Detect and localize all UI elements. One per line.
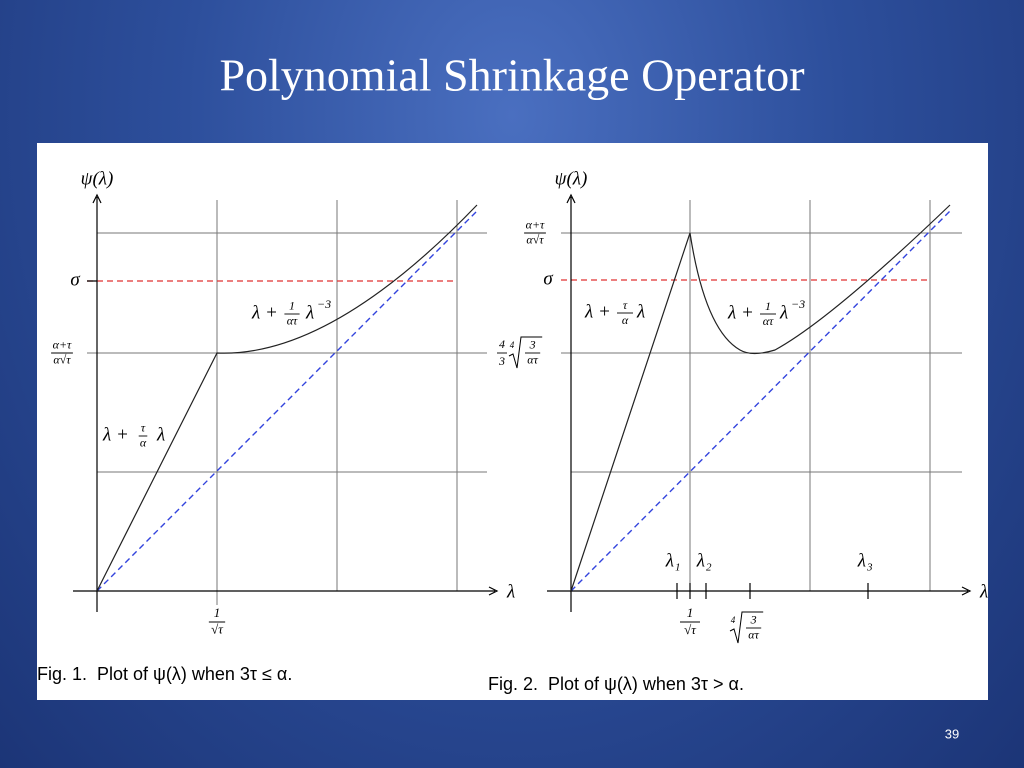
root-numerator: 3 (529, 338, 536, 352)
lambda-subscript: 2 (706, 562, 712, 574)
shrinkage-curve (570, 204, 951, 592)
coefficient-denominator: 3 (498, 354, 505, 368)
x-tick-label-denominator: √τ (211, 621, 224, 636)
figure-1 (73, 193, 499, 612)
label-tail: λ (305, 302, 314, 323)
root-index: 4 (510, 340, 515, 350)
label-fraction-numerator: τ (141, 421, 146, 435)
x-tick-label-numerator: 1 (214, 605, 221, 620)
lambda-label: λ (696, 550, 705, 571)
label-fraction-denominator: α (140, 436, 147, 450)
x-axis-label: λ (506, 581, 515, 602)
label-exponent: −3 (791, 297, 805, 311)
label-fraction-denominator: ατ (287, 314, 298, 328)
y-peak-label-denominator: α√τ (526, 233, 544, 247)
caption: Fig. 1. Plot of ψ(λ) when 3τ ≤ α. (37, 664, 292, 684)
label-fraction-numerator: 1 (289, 299, 295, 313)
y-level-label-denominator: α√τ (53, 353, 71, 367)
label-exponent: −3 (317, 297, 331, 311)
lambda-subscript: 1 (675, 562, 681, 574)
axes (73, 193, 499, 612)
label-numerator: 1 (765, 299, 771, 313)
label-numerator: τ (623, 298, 628, 312)
slide-number: 39 (945, 726, 959, 741)
coefficient-numerator: 4 (499, 337, 505, 351)
figure-panel (37, 143, 988, 700)
root-denominator: ατ (748, 628, 759, 642)
root-numerator: 3 (750, 613, 757, 627)
label-tail: λ (156, 424, 165, 445)
root-index: 4 (731, 615, 736, 625)
x-axis-label: λ (979, 581, 988, 602)
y-level-label-numerator: α+τ (53, 338, 72, 352)
axes (547, 193, 972, 612)
lambda-label: λ (857, 550, 866, 571)
label-denominator: α (622, 313, 629, 327)
radical-sign (729, 611, 764, 644)
lambda-label: λ (665, 550, 674, 571)
figure-2 (547, 193, 972, 612)
lambda-subscript: 3 (866, 562, 873, 574)
x-tick-numerator: 1 (687, 605, 694, 620)
caption: Fig. 2. Plot of ψ(λ) when 3τ > α. (488, 674, 744, 694)
slide-title: Polynomial Shrinkage Operator (219, 50, 804, 101)
y-axis-label: ψ(λ) (81, 168, 114, 189)
sigma-label: σ (70, 269, 80, 290)
x-tick-denominator: √τ (684, 622, 697, 637)
shrinkage-curve (96, 204, 478, 592)
label-tail: λ (779, 302, 788, 323)
label-denominator: ατ (763, 314, 774, 328)
label-lead: λ + (727, 302, 754, 323)
y-axis-label: ψ(λ) (555, 168, 588, 189)
label-lead: λ + (102, 424, 129, 445)
radical-sign (508, 336, 543, 369)
label-lead: λ + (251, 302, 278, 323)
label-lead: λ + (584, 301, 611, 322)
root-denominator: ατ (527, 353, 538, 367)
sigma-label: σ (543, 268, 553, 289)
label-tail: λ (636, 301, 645, 322)
y-peak-label-numerator: α+τ (526, 218, 545, 232)
